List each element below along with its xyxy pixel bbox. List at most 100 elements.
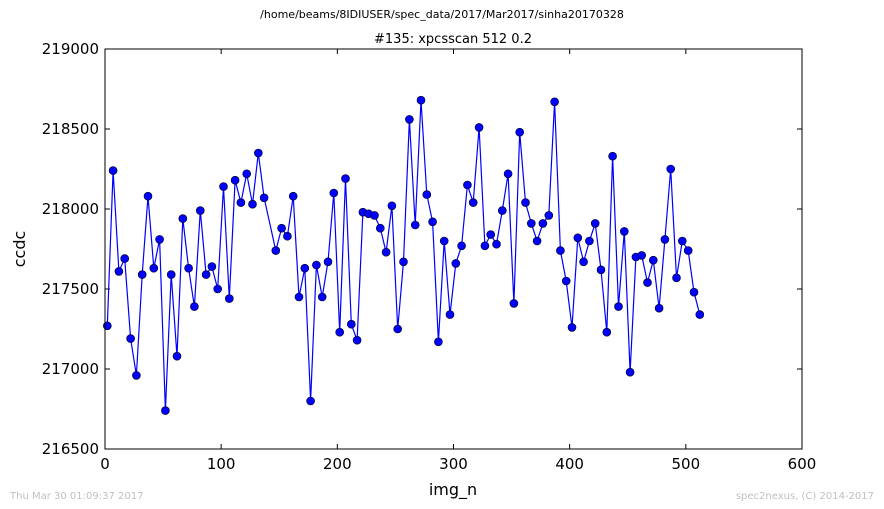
data-point (375, 223, 385, 233)
data-point (561, 276, 571, 286)
data-point (178, 214, 188, 223)
data-point (201, 270, 211, 279)
data-point (428, 217, 437, 227)
y-axis-label: ccdc (10, 231, 29, 268)
data-point (579, 257, 588, 267)
data-point (288, 191, 298, 201)
data-point (457, 241, 466, 251)
data-point (596, 265, 606, 275)
data-point (614, 302, 623, 311)
data-point (619, 227, 629, 236)
x-tick-label: 500 (672, 455, 701, 473)
series-line (106, 100, 701, 411)
data-point (196, 206, 205, 215)
file-path-supertitle: /home/beams/8IDIUSER/spec_data/2017/Mar2… (260, 8, 624, 21)
data-point (259, 193, 269, 203)
data-point (166, 270, 176, 279)
data-point (521, 198, 530, 207)
y-tick-label: 218000 (42, 200, 99, 218)
data-point (492, 239, 501, 249)
data-point (294, 292, 304, 302)
data-point (480, 241, 490, 251)
data-point (277, 223, 286, 233)
data-point (439, 236, 449, 246)
data-point (590, 219, 600, 228)
x-tick-label: 600 (788, 455, 817, 473)
data-point (405, 115, 414, 124)
data-point (248, 199, 257, 209)
data-point (463, 180, 472, 190)
data-point (137, 270, 147, 279)
data-point (544, 211, 554, 220)
data-point (346, 319, 356, 329)
data-point (585, 236, 594, 246)
data-point (573, 233, 583, 243)
data-point (567, 323, 577, 332)
data-point (225, 294, 234, 303)
data-point (271, 246, 281, 255)
data-point (637, 251, 647, 260)
data-point (654, 303, 664, 313)
data-point (108, 166, 118, 175)
data-point (677, 236, 687, 246)
plot-frame (104, 48, 803, 450)
data-point (120, 254, 129, 263)
data-point (207, 262, 217, 271)
data-point (602, 327, 612, 337)
data-point (695, 310, 705, 319)
data-point (155, 235, 164, 244)
y-tick-label: 217500 (42, 280, 99, 298)
data-point (550, 97, 559, 107)
data-point (253, 148, 263, 158)
data-point (329, 188, 339, 198)
data-point (306, 396, 315, 406)
data-point (666, 164, 676, 174)
data-point (399, 257, 408, 267)
data-point (161, 406, 170, 415)
x-tick-label: 300 (439, 455, 468, 473)
data-point (387, 201, 397, 211)
data-point (683, 246, 693, 255)
data-point (422, 190, 432, 199)
data-point (689, 287, 699, 297)
data-point (219, 182, 228, 191)
data-point (323, 257, 333, 267)
data-point (190, 302, 199, 311)
data-point (143, 191, 153, 201)
data-point (352, 335, 362, 345)
data-point (416, 95, 426, 105)
data-point (213, 284, 222, 294)
data-point (317, 292, 327, 302)
data-point (242, 169, 251, 179)
data-point (393, 324, 403, 334)
y-tick-label: 218500 (42, 120, 99, 138)
data-point (474, 123, 484, 132)
data-point (608, 151, 617, 161)
data-point (538, 219, 548, 228)
data-point (283, 231, 292, 241)
x-tick-label: 400 (555, 455, 584, 473)
y-tick-label: 217000 (42, 360, 99, 378)
data-point (149, 263, 159, 273)
data-point (660, 235, 670, 244)
data-point (497, 206, 507, 215)
data-point (486, 230, 496, 239)
data-point (126, 334, 135, 343)
data-point (451, 259, 461, 268)
data-point (132, 371, 141, 380)
data-point (532, 236, 542, 246)
data-point (172, 351, 182, 361)
x-tick-label: 100 (207, 455, 236, 473)
credit-footer: spec2nexus, (C) 2014-2017 (735, 491, 874, 502)
data-point (526, 219, 536, 228)
timestamp-footer: Thu Mar 30 01:09:37 2017 (10, 491, 144, 502)
data-point (434, 337, 443, 347)
x-axis-label: img_n (429, 480, 477, 500)
data-point (556, 246, 565, 255)
data-point (648, 255, 658, 265)
y-tick-label: 216500 (42, 440, 99, 458)
data-point (184, 263, 193, 273)
data-point (515, 127, 525, 137)
data-point (410, 220, 420, 230)
